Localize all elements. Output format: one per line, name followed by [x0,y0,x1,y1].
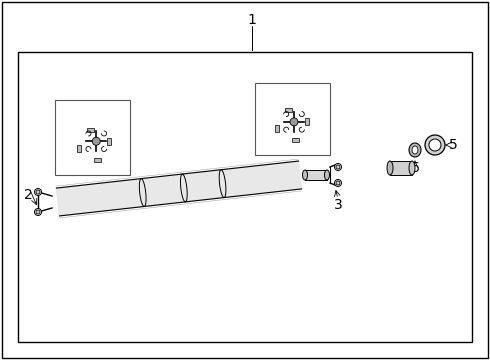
Ellipse shape [387,161,393,175]
Ellipse shape [409,161,415,175]
Bar [107,138,111,145]
Bar [305,118,309,125]
Ellipse shape [36,190,40,194]
Bar [390,161,412,175]
Ellipse shape [324,170,329,180]
Ellipse shape [425,135,445,155]
Text: 1: 1 [247,13,256,27]
Bar [255,83,330,155]
Circle shape [92,137,100,145]
Ellipse shape [336,165,340,169]
Ellipse shape [412,146,418,154]
Text: 4: 4 [259,82,268,96]
Text: 2: 2 [24,188,32,202]
Ellipse shape [36,210,40,214]
Bar [305,170,327,180]
Polygon shape [56,161,301,216]
Text: 6: 6 [411,161,419,175]
Bar [275,125,279,132]
Bar [285,108,292,112]
Bar [77,145,81,152]
Bar [18,52,472,342]
Ellipse shape [34,189,42,195]
Ellipse shape [302,170,308,180]
Circle shape [290,118,298,126]
Bar [55,100,130,175]
Ellipse shape [335,163,342,171]
Bar [292,138,299,142]
Ellipse shape [429,139,441,151]
Ellipse shape [34,208,42,216]
Text: 5: 5 [449,138,458,152]
Text: 3: 3 [334,198,343,212]
Text: 4: 4 [59,99,68,113]
Ellipse shape [336,181,340,185]
Bar [87,128,94,132]
Ellipse shape [409,143,421,157]
Ellipse shape [335,180,342,186]
Bar [94,158,101,162]
